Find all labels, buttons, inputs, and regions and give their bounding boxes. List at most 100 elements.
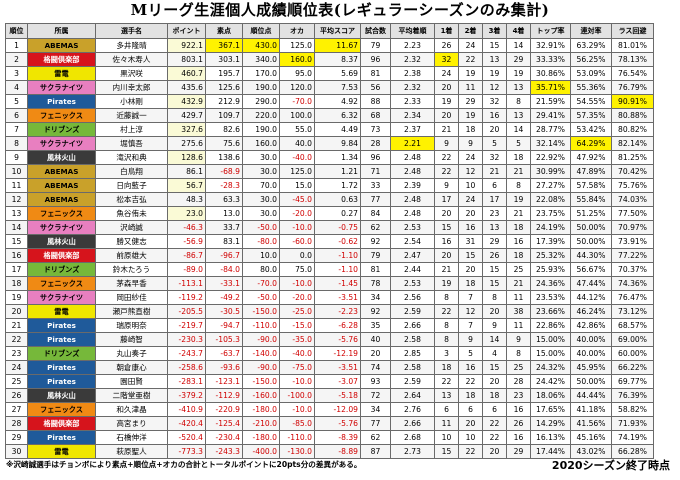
stat-cell: 6	[482, 178, 507, 193]
table-row: 20 雷電 瀬戸熊直樹 -205.5 -30.5 -150.0 -25.0 -2.23 92 2.…	[5, 304, 654, 319]
stat-cell: -180.0	[242, 402, 280, 417]
stat-cell: -49.2	[205, 290, 243, 305]
stat-cell: 24	[458, 150, 483, 165]
stat-cell: 53.42%	[570, 122, 612, 137]
table-row: 14 サクラナイツ 沢崎誠 -46.3 33.7 -50.0 -10.0 -0.75 62 2.5…	[5, 220, 654, 235]
stat-cell: 78.13%	[611, 52, 654, 67]
player-name-cell: 佐々木寿人	[95, 52, 168, 67]
stat-cell: 53.09%	[570, 66, 612, 81]
stat-cell: -5.76	[314, 416, 361, 431]
table-header-row: 順位 所属 選手名 ポイント 素点 順位点 オカ 平均スコア 試合数 平均着順 1着 2着 3着 4着 トッ…	[5, 23, 654, 39]
stat-cell: -84.0	[205, 262, 243, 277]
stat-cell: 21	[434, 262, 459, 277]
stat-cell: 17.44%	[530, 444, 571, 459]
stat-cell: -33.1	[205, 276, 243, 291]
stat-cell: -150.0	[242, 304, 280, 319]
stat-cell: 21.59%	[530, 94, 571, 109]
stat-cell: 18.06%	[530, 388, 571, 403]
stat-cell: 75.76%	[611, 178, 654, 193]
rank-cell: 1	[5, 38, 28, 53]
stat-cell: 13	[434, 388, 459, 403]
player-name-cell: 朝倉康心	[95, 360, 168, 375]
player-name-cell: 日向藍子	[95, 178, 168, 193]
stat-cell: 74.19%	[611, 430, 654, 445]
stat-cell: 18	[458, 122, 483, 137]
stat-cell: 96	[360, 150, 391, 165]
stat-cell: -205.5	[167, 304, 206, 319]
stat-cell: 2.32	[390, 52, 435, 67]
column-header: 試合数	[360, 23, 391, 39]
stat-cell: -40.0	[279, 150, 315, 165]
table-row: 18 フェニックス 茅森早香 -113.1 -33.1 -70.0 -10.0 -1.45 78…	[5, 276, 654, 291]
player-name-cell: 鈴木たろう	[95, 262, 168, 277]
stat-cell: 11.67	[314, 38, 361, 53]
stat-cell: -379.2	[167, 388, 206, 403]
stat-cell: 25	[506, 262, 531, 277]
stat-cell: 3	[434, 346, 459, 361]
rank-cell: 23	[5, 346, 28, 361]
stat-cell: 33.33%	[530, 52, 571, 67]
stat-cell: 90.91%	[611, 94, 654, 109]
rank-cell: 30	[5, 444, 28, 459]
stat-cell: 18	[434, 360, 459, 375]
stat-cell: 34	[360, 290, 391, 305]
stat-cell: 24	[458, 38, 483, 53]
stat-cell: 2.44	[390, 262, 435, 277]
stat-cell: 0.0	[279, 248, 315, 263]
stat-cell: -230.4	[205, 430, 243, 445]
stat-cell: 2.59	[390, 374, 435, 389]
stat-cell: -50.0	[242, 290, 280, 305]
stat-cell: 17	[482, 192, 507, 207]
player-name-cell: 茅森早香	[95, 276, 168, 291]
table-row: 22 Pirates 藤崎智 -230.3 -105.3 -90.0 -35.0 -5.76 4…	[5, 332, 654, 347]
stat-cell: 212.9	[205, 94, 243, 109]
stat-cell: 30.0	[242, 150, 280, 165]
stat-cell: 2.85	[390, 346, 435, 361]
team-cell: 風林火山	[27, 234, 96, 249]
stat-cell: 30.86%	[530, 66, 571, 81]
stat-cell: 22	[458, 52, 483, 67]
stat-cell: 76.79%	[611, 80, 654, 95]
stat-cell: 9	[482, 318, 507, 333]
team-cell: Pirates	[27, 94, 96, 109]
stat-cell: 81.25%	[611, 150, 654, 165]
stat-cell: 12	[482, 80, 507, 95]
stat-cell: 84	[360, 206, 391, 221]
stat-cell: 14	[506, 122, 531, 137]
stat-cell: -243.3	[205, 444, 243, 459]
stat-cell: 8	[506, 94, 531, 109]
standings-table: 順位 所属 選手名 ポイント 素点 順位点 オカ 平均スコア 試合数 平均着順 1着 2着 3着 4着 トッ…	[5, 23, 654, 459]
stat-cell: 0.63	[314, 192, 361, 207]
stat-cell: 77.22%	[611, 248, 654, 263]
page-title: Mリーグ生涯個人成績順位表(レギュラーシーズンのみ集計)	[130, 1, 550, 19]
stat-cell: 56	[360, 80, 391, 95]
stat-cell: -68.9	[205, 164, 243, 179]
stat-cell: -119.2	[167, 290, 206, 305]
stat-cell: 803.1	[167, 52, 206, 67]
stat-cell: 73	[360, 122, 391, 137]
stat-cell: 19	[458, 66, 483, 81]
player-name-cell: 近藤誠一	[95, 108, 168, 123]
stat-cell: -63.7	[205, 346, 243, 361]
stat-cell: 51.25%	[570, 206, 612, 221]
stat-cell: -89.0	[167, 262, 206, 277]
stat-cell: 2.58	[390, 360, 435, 375]
stat-cell: -258.6	[167, 360, 206, 375]
stat-cell: 22	[434, 304, 459, 319]
player-name-cell: 黒沢咲	[95, 66, 168, 81]
stat-cell: 2.56	[390, 290, 435, 305]
team-cell: サクラナイツ	[27, 220, 96, 235]
stat-cell: -105.3	[205, 332, 243, 347]
rank-cell: 18	[5, 276, 28, 291]
stat-cell: 23	[506, 388, 531, 403]
stat-cell: 29.41%	[530, 108, 571, 123]
stat-cell: 29	[506, 444, 531, 459]
stat-cell: 70.42%	[611, 164, 654, 179]
rank-cell: 9	[5, 150, 28, 165]
stat-cell: -400.0	[242, 444, 280, 459]
stat-cell: 76.39%	[611, 388, 654, 403]
stat-cell: -773.3	[167, 444, 206, 459]
column-header: 順位点	[242, 23, 280, 39]
stat-cell: -1.45	[314, 276, 361, 291]
stat-cell: -10.0	[279, 276, 315, 291]
